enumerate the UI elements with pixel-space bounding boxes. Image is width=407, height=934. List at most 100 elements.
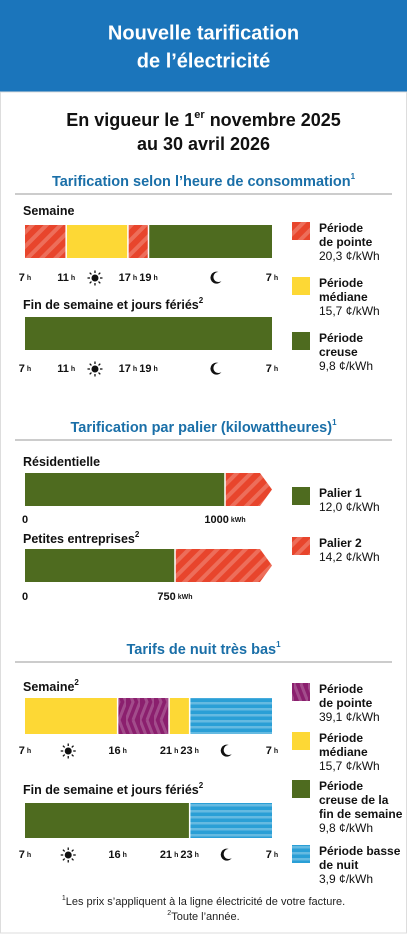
legend-price: 9,8 ¢/kWh bbox=[319, 359, 373, 373]
bar-segment-texture bbox=[117, 698, 170, 734]
tick-label: 19 h bbox=[139, 272, 158, 284]
tick-unit: h bbox=[274, 275, 278, 282]
superscript: 1 bbox=[276, 640, 281, 649]
bar-segment bbox=[25, 803, 190, 838]
text: Semaine bbox=[23, 680, 74, 694]
text: Tarifs de nuit très bas bbox=[126, 642, 276, 658]
legend-price: 3,9 ¢/kWh bbox=[319, 872, 373, 886]
text: Tarification par palier (kilowattheures) bbox=[70, 420, 332, 436]
bar-segment-texture bbox=[25, 225, 67, 258]
tick-number: 7 bbox=[266, 745, 272, 757]
tick-number: 750 bbox=[157, 591, 175, 603]
superscript: 1 bbox=[351, 172, 356, 181]
tick-unit: h bbox=[174, 852, 178, 859]
legend-label: de pointe bbox=[319, 696, 373, 710]
tick-label: 23 h bbox=[180, 745, 199, 757]
tick-unit: h bbox=[71, 275, 75, 282]
superscript: 2 bbox=[135, 530, 140, 539]
legend-swatch-texture bbox=[292, 845, 310, 863]
legend-label: Période bbox=[319, 276, 363, 290]
tick-number: 11 bbox=[57, 272, 69, 284]
header-band bbox=[0, 0, 407, 92]
bar-label: Semaine bbox=[23, 204, 74, 218]
tick-label: 11 h bbox=[57, 363, 75, 375]
bar-segment bbox=[25, 698, 118, 734]
tick-number: 1000 bbox=[204, 514, 228, 526]
tick-unit: h bbox=[274, 748, 278, 755]
tick-label: 16 h bbox=[108, 849, 127, 861]
bar-segment bbox=[25, 317, 272, 350]
legend-swatch-texture bbox=[292, 683, 310, 701]
footnote: 2Toute l’année. bbox=[167, 910, 239, 923]
footnote-mark: 2 bbox=[167, 910, 171, 917]
tick-number: 0 bbox=[22, 514, 28, 526]
legend-swatch-texture bbox=[292, 537, 310, 555]
tick-unit: h bbox=[123, 852, 127, 859]
legend-price: 15,7 ¢/kWh bbox=[319, 759, 380, 773]
text: Semaine bbox=[23, 204, 74, 218]
text: Toute l’année. bbox=[171, 911, 240, 923]
sun-ray bbox=[71, 745, 74, 748]
legend-swatch bbox=[292, 277, 310, 295]
tick-unit: h bbox=[195, 748, 199, 755]
sun-ray bbox=[98, 272, 101, 275]
bar-label: Petites entreprises2 bbox=[23, 530, 140, 546]
bar-segment bbox=[25, 549, 175, 582]
tick-unit: h bbox=[174, 748, 178, 755]
tick-unit: h bbox=[195, 852, 199, 859]
section-heading: Tarification par palier (kilowattheures)… bbox=[70, 418, 337, 436]
legend-label: Palier 2 bbox=[319, 536, 362, 550]
tick-label: 17 h bbox=[119, 272, 138, 284]
title: de l’électricité bbox=[137, 50, 270, 72]
sun-ray bbox=[89, 281, 92, 284]
legend-price: 14,2 ¢/kWh bbox=[319, 550, 380, 564]
tick-number: 19 bbox=[139, 363, 151, 375]
sun-icon bbox=[91, 274, 99, 282]
sun-ray bbox=[71, 858, 74, 861]
legend-price: 39,1 ¢/kWh bbox=[319, 710, 380, 724]
legend-label: Période bbox=[319, 682, 363, 696]
tick-label: 1000 kWh bbox=[204, 514, 245, 526]
tick-label: 11 h bbox=[57, 272, 75, 284]
legend-price: 15,7 ¢/kWh bbox=[319, 304, 380, 318]
tick-unit: h bbox=[274, 852, 278, 859]
text: Petites entreprises bbox=[23, 532, 135, 546]
bar-segment bbox=[169, 698, 190, 734]
tick-number: 16 bbox=[108, 849, 120, 861]
legend-swatch bbox=[292, 332, 310, 350]
tick-unit: h bbox=[71, 366, 75, 373]
legend-label: Période bbox=[319, 221, 363, 235]
bar-label: Résidentielle bbox=[23, 455, 100, 469]
legend-label: médiane bbox=[319, 745, 368, 759]
tick-label: 23 h bbox=[180, 849, 199, 861]
tick-label: 0 bbox=[22, 514, 28, 526]
tick-label: 21 h bbox=[160, 745, 179, 757]
tick-number: 17 bbox=[119, 272, 131, 284]
tick-unit: h bbox=[27, 852, 31, 859]
tick-unit: h bbox=[27, 275, 31, 282]
tick-unit: kWh bbox=[231, 517, 246, 524]
bar-segment bbox=[66, 225, 128, 258]
tick-unit: h bbox=[153, 366, 157, 373]
text: novembre 2025 bbox=[205, 110, 341, 130]
moon-icon bbox=[210, 271, 222, 284]
sun-icon bbox=[64, 851, 72, 859]
footnote-mark: 1 bbox=[62, 895, 66, 902]
moon-icon bbox=[220, 848, 232, 861]
tick-unit: h bbox=[133, 366, 137, 373]
sun-ray bbox=[71, 849, 74, 852]
tick-label: 0 bbox=[22, 591, 28, 603]
tick-label: 750 kWh bbox=[157, 591, 192, 603]
legend-swatch bbox=[292, 780, 310, 798]
legend-label: Période basse bbox=[319, 844, 401, 858]
bar-segment-texture bbox=[127, 225, 149, 258]
text: Les prix s’appliquent à la ligne électri… bbox=[66, 896, 345, 908]
superscript: 1 bbox=[332, 418, 337, 427]
